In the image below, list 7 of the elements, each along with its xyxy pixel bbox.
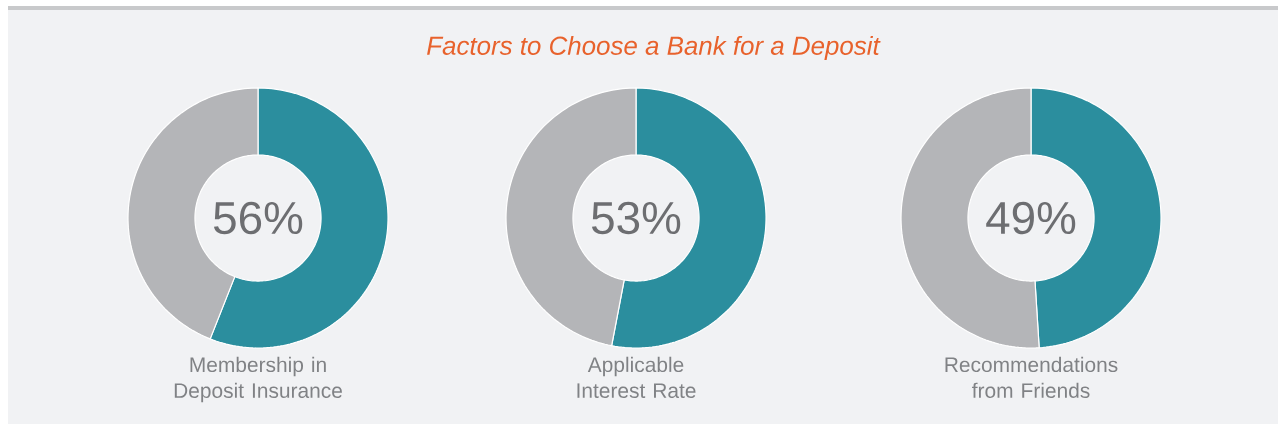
text: Recommendations from Friends — [945, 356, 1118, 398]
text: Applicable Interest Rate — [577, 356, 696, 398]
text: Factors to Choose a Bank for a Deposit — [427, 35, 881, 61]
text: 56% — [213, 201, 303, 235]
text: Membership in Deposit Insurance — [174, 356, 342, 403]
text: 49% — [986, 201, 1076, 235]
text: 53% — [591, 201, 681, 235]
